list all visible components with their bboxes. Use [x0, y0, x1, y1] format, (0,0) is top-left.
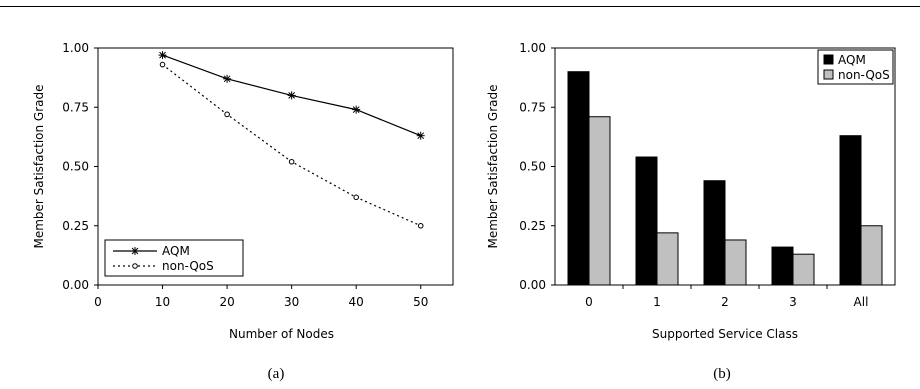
data-point-non-qos: [353, 194, 359, 201]
y-tick-label-a: 0.00: [62, 278, 89, 292]
x-tick-label-b: 2: [721, 295, 729, 309]
legend-label-aqm: AQM: [838, 53, 866, 67]
asterisk-stroke: [417, 132, 425, 140]
asterisk-stroke: [131, 247, 139, 255]
data-point-non-qos: [288, 158, 295, 165]
caption-a: (a): [268, 366, 285, 382]
legend-swatch-aqm: [823, 54, 834, 65]
legend-label-non-qos: non-QoS: [838, 68, 890, 82]
legend-marker-non-qos: [132, 263, 138, 269]
data-point-aqm: [416, 131, 425, 140]
y-tick-label-b: 0.25: [519, 219, 546, 233]
legend-label-non-qos: non-QoS: [162, 259, 214, 273]
bar-aqm-all: [839, 135, 862, 286]
y-tick-label-b: 1.00: [519, 41, 546, 55]
bar-aqm-3: [771, 246, 794, 286]
data-point-aqm: [352, 105, 361, 114]
y-tick-label-b: 0.00: [519, 278, 546, 292]
y-tick-label-b: 0.75: [519, 100, 546, 114]
y-axis-label-a: Member Satisfaction Grade: [32, 85, 46, 249]
x-tick-label-a: 10: [155, 295, 170, 309]
x-tick-label-a: 20: [219, 295, 234, 309]
x-tick-label-a: 40: [349, 295, 364, 309]
x-axis-label-b: Supported Service Class: [652, 327, 798, 341]
y-tick-label-a: 0.50: [62, 160, 89, 174]
bar-non-qos-3: [792, 253, 815, 286]
y-tick-label-a: 0.25: [62, 219, 89, 233]
data-point-non-qos: [224, 111, 230, 118]
data-point-aqm: [158, 51, 167, 60]
x-tick-label-b: 1: [653, 295, 661, 309]
data-point-aqm: [223, 74, 232, 83]
x-tick-label-a: 0: [94, 295, 102, 309]
bar-non-qos-1: [656, 232, 679, 286]
x-tick-label-b: 3: [789, 295, 797, 309]
chart-b-bar: 0.00 0.25 0.50 0.75 1.00 0 1 2 3 All Supported Ser…: [486, 41, 896, 382]
asterisk-stroke: [159, 51, 166, 59]
bar-non-qos-all: [860, 225, 883, 286]
bar-aqm-2: [703, 180, 726, 286]
bar-aqm-1: [635, 156, 658, 286]
asterisk-stroke: [223, 75, 231, 83]
x-tick-label-b: All: [854, 295, 869, 309]
bar-non-qos-2: [724, 239, 747, 286]
legend-swatch-non-qos: [823, 69, 834, 80]
x-tick-label-b: 0: [585, 295, 593, 309]
top-rule: [0, 6, 920, 7]
legend-marker-aqm: [131, 247, 139, 255]
bar-non-qos-0: [588, 116, 611, 286]
caption-b: (b): [713, 366, 731, 382]
series-line-non-qos: [162, 64, 421, 227]
chart-a-line: 0.00 0.25 0.50 0.75 1.00 0 10 20 30 40 50 Number of…: [32, 41, 454, 382]
y-tick-label-a: 1.00: [62, 41, 89, 55]
y-tick-label-b: 0.50: [519, 160, 546, 174]
legend-label-aqm: AQM: [162, 244, 190, 258]
asterisk-stroke: [352, 106, 360, 113]
x-tick-label-a: 50: [413, 295, 428, 309]
data-point-aqm: [287, 91, 296, 100]
bar-aqm-0: [567, 71, 590, 286]
asterisk-stroke: [288, 92, 295, 99]
x-axis-label-a: Number of Nodes: [229, 327, 334, 341]
data-point-non-qos: [159, 61, 166, 68]
data-point-non-qos: [417, 222, 424, 229]
legend-box-a: [104, 239, 244, 277]
y-tick-label-a: 0.75: [62, 100, 89, 114]
x-tick-label-a: 30: [284, 295, 299, 309]
y-axis-label-b: Member Satisfaction Grade: [486, 85, 500, 249]
